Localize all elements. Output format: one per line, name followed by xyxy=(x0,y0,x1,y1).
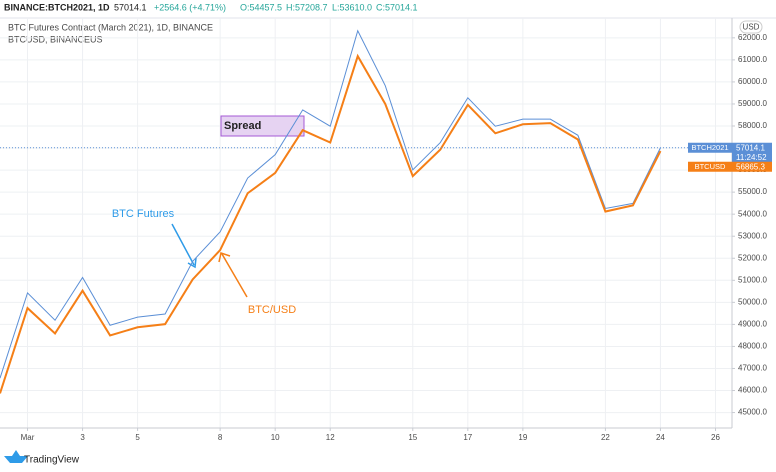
y-tick-label: 62000.0 xyxy=(738,33,767,42)
close: C:57014.1 xyxy=(376,2,418,12)
legend-sub: BTCUSD, BINANCEUS xyxy=(8,34,103,44)
currency-badge xyxy=(739,20,763,34)
open: O:54457.5 xyxy=(240,2,282,12)
price-tag-name: BTCUSD xyxy=(695,162,726,171)
symbol: BINANCE:BTCH2021, 1D xyxy=(4,2,110,12)
y-tick-label: 45000.0 xyxy=(738,408,767,417)
y-tick-label: 52000.0 xyxy=(738,253,767,262)
price-tag: 56865.3 xyxy=(736,162,765,171)
arrow-head xyxy=(187,257,197,269)
series-line xyxy=(0,29,661,379)
y-tick-label: 49000.0 xyxy=(738,320,767,329)
x-tick-label: 22 xyxy=(601,433,610,442)
series-line xyxy=(0,53,662,394)
annotation: Spread xyxy=(224,120,261,132)
arrow xyxy=(171,223,195,266)
legend-title: BTC Futures Contract (March 2021), 1D, B… xyxy=(8,22,213,32)
spread-box xyxy=(220,115,305,137)
y-tick-label: 54000.0 xyxy=(738,209,767,218)
currency: USD xyxy=(743,23,760,32)
x-tick-label: 19 xyxy=(518,433,527,442)
x-tick-label: 5 xyxy=(135,433,140,442)
price-tag-name-bg xyxy=(688,161,732,172)
brand: TradingView xyxy=(24,455,80,466)
y-tick-label: 48000.0 xyxy=(738,342,767,351)
last-price: 57014.1 xyxy=(114,2,147,12)
x-tick-label: 26 xyxy=(711,433,720,442)
price-tag-bg xyxy=(732,142,772,163)
x-tick-label: 17 xyxy=(463,433,472,442)
y-tick-label: 50000.0 xyxy=(738,297,767,306)
x-tick-label: 24 xyxy=(656,433,665,442)
x-tick-label: Mar xyxy=(21,433,35,442)
y-tick-label: 61000.0 xyxy=(738,55,767,64)
price-tag-name-bg xyxy=(688,142,732,153)
x-tick-label: 10 xyxy=(271,433,280,442)
price-tag-name: BTCH2021 xyxy=(691,143,728,152)
x-tick-label: 3 xyxy=(80,433,85,442)
y-tick-label: 60000.0 xyxy=(738,77,767,86)
x-tick-label: 15 xyxy=(408,433,417,442)
price-tag-bg xyxy=(732,161,772,172)
annotation: BTC Futures xyxy=(112,208,175,220)
annotation: BTC/USD xyxy=(248,304,296,316)
price-tag: 57014.1 xyxy=(736,143,765,152)
y-tick-label: 55000.0 xyxy=(738,187,767,196)
y-tick-label: 58000.0 xyxy=(738,121,767,130)
logo xyxy=(4,450,28,463)
y-tick-label: 46000.0 xyxy=(738,386,767,395)
y-tick-label: 59000.0 xyxy=(738,99,767,108)
y-tick-label: 53000.0 xyxy=(738,231,767,240)
y-tick-label: 47000.0 xyxy=(738,364,767,373)
y-tick-label: 51000.0 xyxy=(738,275,767,284)
x-tick-label: 8 xyxy=(218,433,223,442)
arrow-head xyxy=(218,252,231,263)
low: L:53610.0 xyxy=(332,2,372,12)
price-clock: 11:24:52 xyxy=(736,153,767,162)
arrow xyxy=(221,253,248,298)
high: H:57208.7 xyxy=(286,2,328,12)
x-tick-label: 12 xyxy=(326,433,335,442)
change: +2564.6 (+4.71%) xyxy=(154,2,226,12)
